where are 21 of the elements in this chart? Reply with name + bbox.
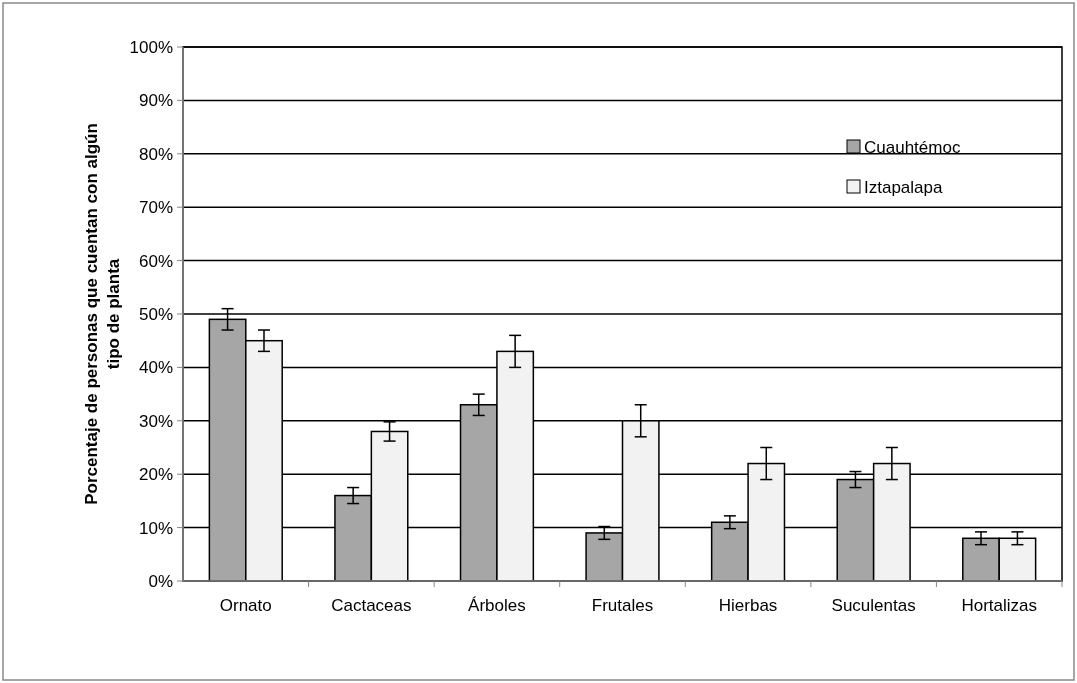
x-tick-label: Hierbas — [718, 596, 778, 615]
y-tick-label: 90% — [138, 91, 173, 111]
y-tick-label: 70% — [138, 198, 173, 218]
y-tick-label: 100% — [129, 37, 173, 57]
x-tick-label: Cactaceas — [331, 596, 412, 615]
y-tick-label: 0% — [148, 571, 173, 591]
y-tick-label: 30% — [138, 411, 173, 431]
x-tick-label: Ornato — [219, 596, 272, 615]
x-tick-label: Frutales — [591, 596, 654, 615]
y-tick-label: 20% — [138, 465, 173, 485]
y-tick-label: 10% — [138, 518, 173, 538]
x-tick-label: Hortalizas — [961, 596, 1038, 615]
x-tick-label: Suculentas — [831, 596, 916, 615]
y-tick-label: 80% — [138, 144, 173, 164]
legend-label: Iztapalapa — [864, 177, 943, 197]
x-tick-label: Árboles — [468, 596, 526, 615]
legend-label: Cuauhtémoc — [864, 137, 961, 157]
y-tick-label: 40% — [138, 358, 173, 378]
y-tick-label: 60% — [138, 251, 173, 271]
y-axis-title: Porcentaje de personas que cuentan con algún tipo de planta — [81, 123, 123, 505]
y-tick-label: 50% — [138, 304, 173, 324]
